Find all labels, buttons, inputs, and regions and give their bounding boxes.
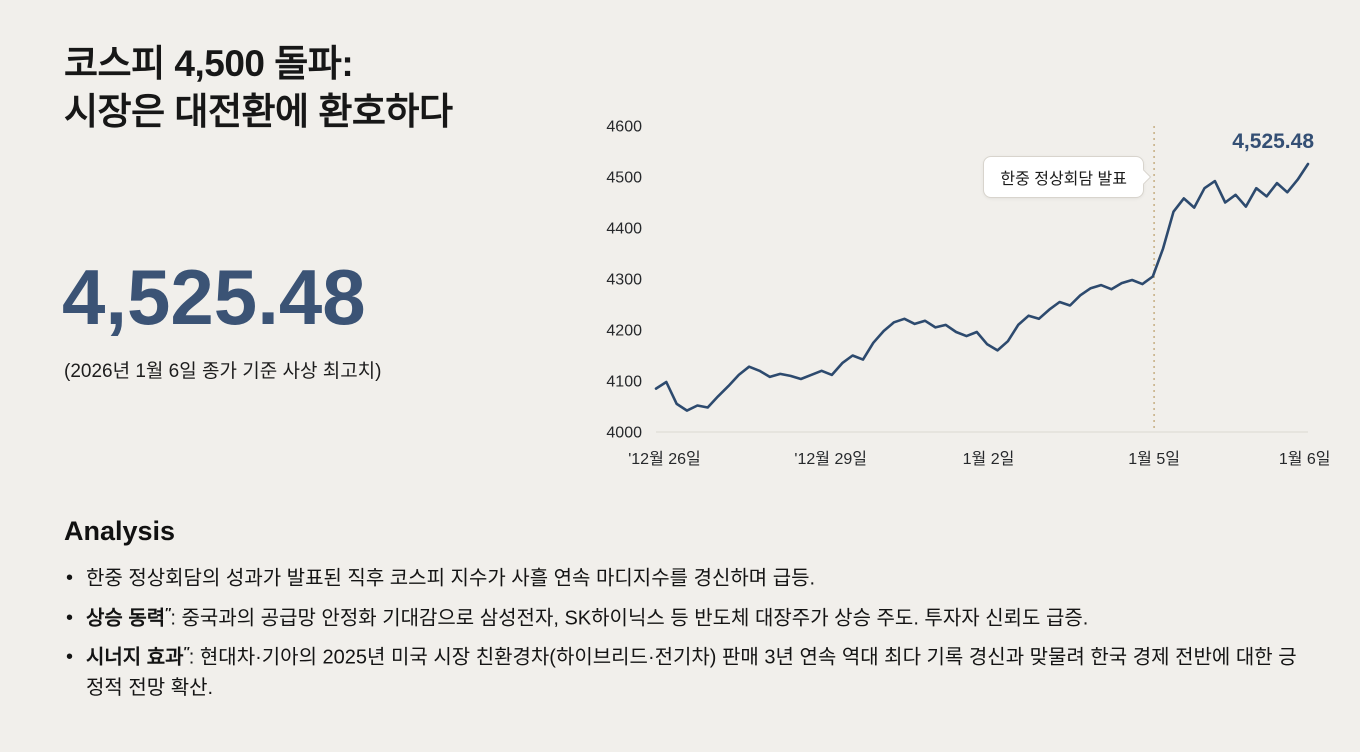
title-line-2: 시장은 대전환에 환호하다	[64, 91, 453, 133]
summit-announcement-callout: 한중 정상회담 발표	[983, 156, 1144, 198]
kospi-line-chart: 4000 4100 4200 4300 4400 4500 4600 '12월 26일 '12월…	[606, 119, 1331, 469]
bullet-3-prefix: 시너지 효과	[86, 646, 184, 669]
page-title: 코스피 4,500 돌파: 시장은 대전환에 환호하다	[64, 40, 453, 136]
kospi-index-value: 4,525.48	[62, 253, 366, 341]
bullet-2-mark: ″	[165, 604, 171, 620]
svg-text:4400: 4400	[606, 221, 642, 238]
svg-text:4300: 4300	[606, 272, 642, 289]
svg-text:4000: 4000	[606, 425, 642, 442]
analysis-bullet-3: 시너지 효과″: 현대차·기아의 2025년 미국 시장 친환경차(하이브리드·…	[64, 642, 1314, 703]
bullet-3-text: : 현대차·기아의 2025년 미국 시장 친환경차(하이브리드·전기차) 판매…	[86, 646, 1297, 699]
kospi-chart-area: 4000 4100 4200 4300 4400 4500 4600 '12월 26일 '12월…	[592, 110, 1336, 486]
analysis-bullet-list: 한중 정상회담의 성과가 발표된 직후 코스피 지수가 사흘 연속 마디지수를 …	[64, 563, 1314, 703]
svg-text:1월 2일: 1월 2일	[963, 450, 1015, 468]
analysis-section: Analysis 한중 정상회담의 성과가 발표된 직후 코스피 지수가 사흘 …	[64, 516, 1314, 712]
kospi-value-caption: (2026년 1월 6일 종가 기준 사상 최고치)	[64, 361, 382, 382]
analysis-bullet-1: 한중 정상회담의 성과가 발표된 직후 코스피 지수가 사흘 연속 마디지수를 …	[64, 563, 1314, 594]
summit-callout-label: 한중 정상회담 발표	[1000, 171, 1127, 188]
bullet-2-text: : 중국과의 공급망 안정화 기대감으로 삼성전자, SK하이닉스 등 반도체 …	[170, 607, 1089, 630]
bullet-1-text: 한중 정상회담의 성과가 발표된 직후 코스피 지수가 사흘 연속 마디지수를 …	[86, 567, 816, 590]
svg-text:'12월 29일: '12월 29일	[794, 450, 867, 468]
svg-text:'12월 26일: '12월 26일	[628, 450, 701, 468]
bullet-3-mark: ″	[183, 644, 190, 660]
title-line-1: 코스피 4,500 돌파:	[64, 43, 354, 84]
svg-text:1월 6일: 1월 6일	[1279, 450, 1331, 468]
svg-text:4200: 4200	[606, 323, 642, 340]
analysis-bullet-2: 상승 동력″: 중국과의 공급망 안정화 기대감으로 삼성전자, SK하이닉스 …	[64, 603, 1314, 634]
svg-text:1월 5일: 1월 5일	[1128, 450, 1180, 468]
svg-text:4,525.48: 4,525.48	[1232, 130, 1314, 153]
bullet-2-prefix: 상승 동력	[86, 607, 166, 630]
svg-text:4600: 4600	[606, 119, 642, 136]
svg-text:4500: 4500	[606, 170, 642, 187]
svg-text:4100: 4100	[606, 374, 642, 391]
analysis-heading: Analysis	[64, 516, 176, 546]
